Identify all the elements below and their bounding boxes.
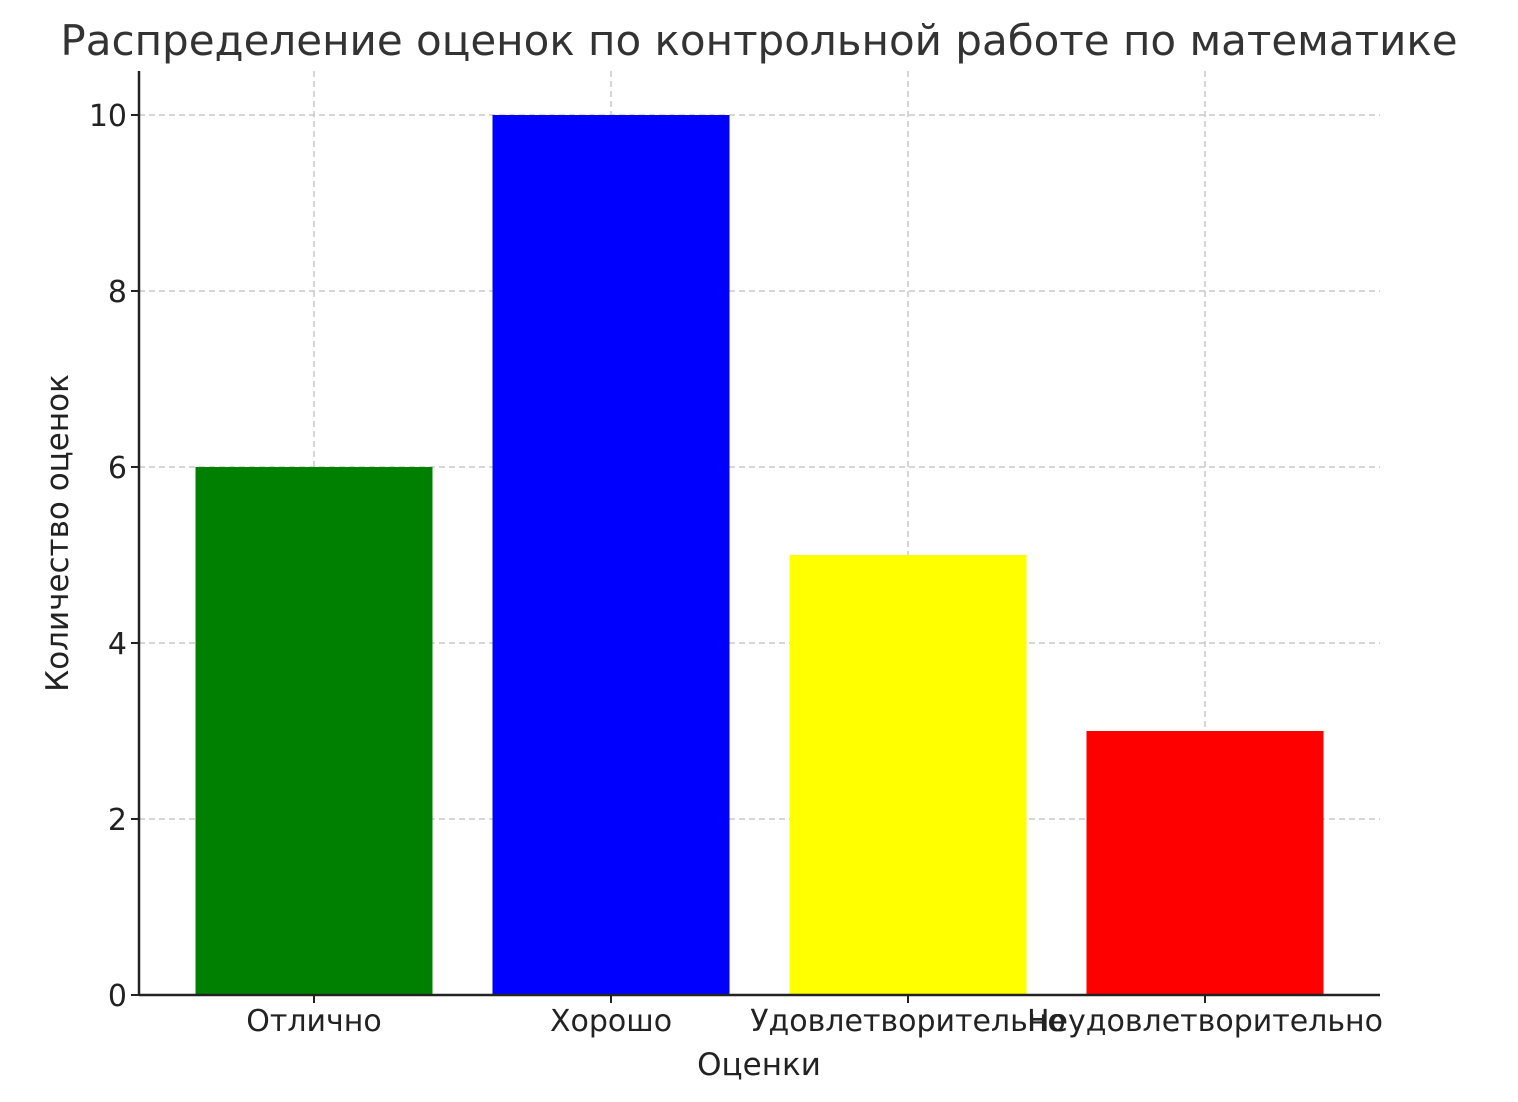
ticks: 0 2 4 6 8 10 Отлично Хорошо УдовлетворительноНеу… [89, 99, 1383, 1039]
y-tick-label-2: 4 [108, 627, 127, 662]
bar-1 [195, 467, 433, 995]
x-tick-label-1: Хорошо [550, 1004, 672, 1039]
axes [137, 71, 1380, 997]
y-tick-label-3: 6 [108, 451, 127, 486]
y-tick-label-1: 2 [108, 803, 127, 838]
bar-3 [789, 555, 1027, 995]
bar-4 [1086, 731, 1324, 995]
y-tick-label-0: 0 [108, 979, 127, 1014]
x-tick-label-3: Неудовлетворительно [1027, 1004, 1383, 1039]
bars [195, 115, 1324, 995]
y-axis-label: Количество оценок [40, 374, 76, 692]
x-tick-label-2: Удовлетворительно [750, 1004, 1066, 1039]
y-tick-label-5: 10 [89, 99, 127, 134]
x-tick-label-0: Отлично [246, 1004, 381, 1039]
chart-title: Распределение оценок по контрольной рабо… [60, 16, 1457, 65]
x-axis-label: Оценки [697, 1047, 821, 1083]
bar-2 [492, 115, 730, 995]
y-tick-label-4: 8 [108, 275, 127, 310]
